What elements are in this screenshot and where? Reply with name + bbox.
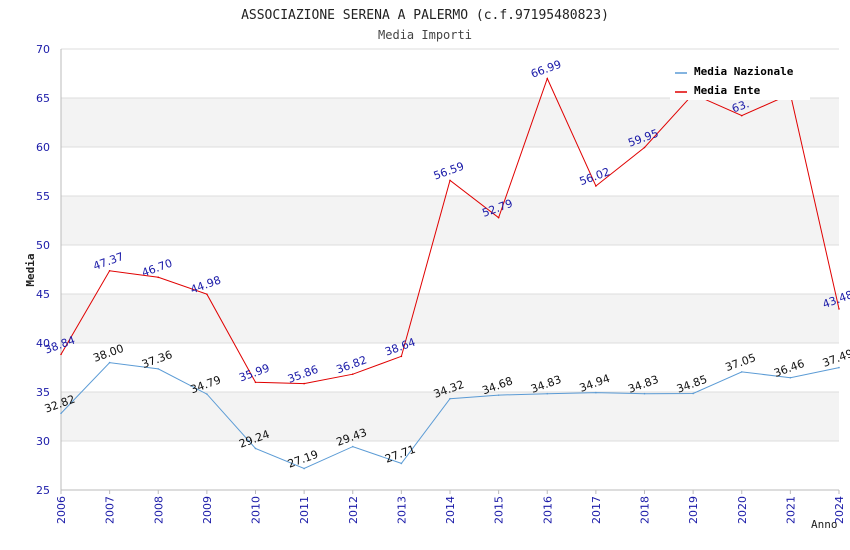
x-tick-label: 2015 [493,496,506,524]
data-point [303,382,305,385]
y-tick-label: 50 [36,239,50,252]
x-tick-label: 2020 [736,496,749,524]
data-point [740,114,743,117]
x-tick-label: 2019 [687,496,700,524]
x-tick-label: 2013 [395,496,408,524]
legend-label-ente: Media Ente [694,84,761,97]
data-label: 27.19 [286,448,320,471]
data-point [643,146,646,149]
data-point [643,392,646,395]
data-point [351,445,354,448]
data-point [449,179,451,182]
legend-box [670,60,810,100]
data-label: 44.98 [189,273,223,296]
x-axis-label: Anno [811,518,838,531]
data-point [838,366,840,369]
y-tick-label: 60 [36,141,50,154]
plot-band [61,196,839,245]
y-tick-label: 35 [36,386,50,399]
data-label: 63. [730,97,751,115]
x-tick-label: 2018 [639,496,652,524]
data-point [838,308,840,310]
x-tick-label: 2011 [298,496,311,524]
data-point [400,462,403,465]
data-label: 37.36 [140,348,174,371]
data-point [303,467,305,470]
data-point [789,376,792,379]
x-tick-label: 2006 [55,496,68,524]
y-tick-labels: 25 30 35 40 45 50 55 60 65 70 [36,43,50,497]
data-point [400,355,403,358]
data-point [351,373,354,375]
legend-label-nazionale: Media Nazionale [694,65,794,78]
y-axis-label: Media [24,253,37,286]
x-tick-labels: 2006 2007 2008 2009 2010 2011 2012 2013 2014 2015… [55,490,846,524]
data-label: 38.00 [91,342,125,365]
data-point [254,381,257,384]
data-point [157,276,160,279]
y-tick-label: 45 [36,288,50,301]
plot-band [61,392,839,441]
data-label: 37.49 [821,347,850,370]
data-label: 36.46 [772,357,806,380]
data-point [692,392,694,395]
data-point [157,368,160,370]
data-label: 56.02 [578,165,612,188]
data-point [546,392,549,395]
plot-band [61,98,839,147]
plot-band [61,294,839,343]
y-tick-label: 25 [36,484,50,497]
chart-subtitle: Media Importi [378,28,472,42]
data-point [108,269,111,272]
x-tick-label: 2016 [541,496,554,524]
data-point [206,293,208,295]
x-tick-label: 2024 [833,496,846,524]
chart-title: ASSOCIAZIONE SERENA A PALERMO (c.f.97195… [241,8,609,23]
series-lines [60,77,840,470]
plot-bands [61,98,839,441]
data-label: 34.94 [578,372,612,395]
y-tick-label: 65 [36,92,50,105]
data-point [546,77,549,80]
x-tick-label: 2009 [201,496,214,524]
data-point [595,185,597,187]
legend: Media Nazionale Media Ente [670,60,810,100]
data-label: 27.71 [383,443,417,466]
x-tick-label: 2017 [590,496,603,524]
x-tick-label: 2008 [152,496,165,524]
data-label: 36.82 [335,353,369,376]
data-point [497,216,500,219]
data-label: 47.37 [91,250,125,273]
x-tick-label: 2014 [444,496,457,524]
y-tick-label: 30 [36,435,50,448]
y-tick-label: 55 [36,190,50,203]
data-point [449,397,451,400]
data-point [740,371,743,373]
data-label: 46.70 [140,257,174,280]
data-label: 66.99 [529,58,563,81]
data-point [206,393,208,395]
data-point [60,412,62,415]
x-tick-label: 2012 [347,496,360,524]
data-point [595,391,597,394]
x-tick-label: 2021 [784,496,797,524]
data-point [254,447,257,450]
y-tick-label: 70 [36,43,50,56]
data-label: 35.86 [286,363,320,386]
y-tick-label: 40 [36,337,50,350]
x-tick-label: 2010 [250,496,263,524]
x-tick-label: 2007 [104,496,117,524]
data-label: 56.59 [432,160,466,183]
data-label: 37.05 [724,351,758,374]
data-point [108,361,111,364]
data-point [497,394,500,396]
data-point [60,353,62,356]
